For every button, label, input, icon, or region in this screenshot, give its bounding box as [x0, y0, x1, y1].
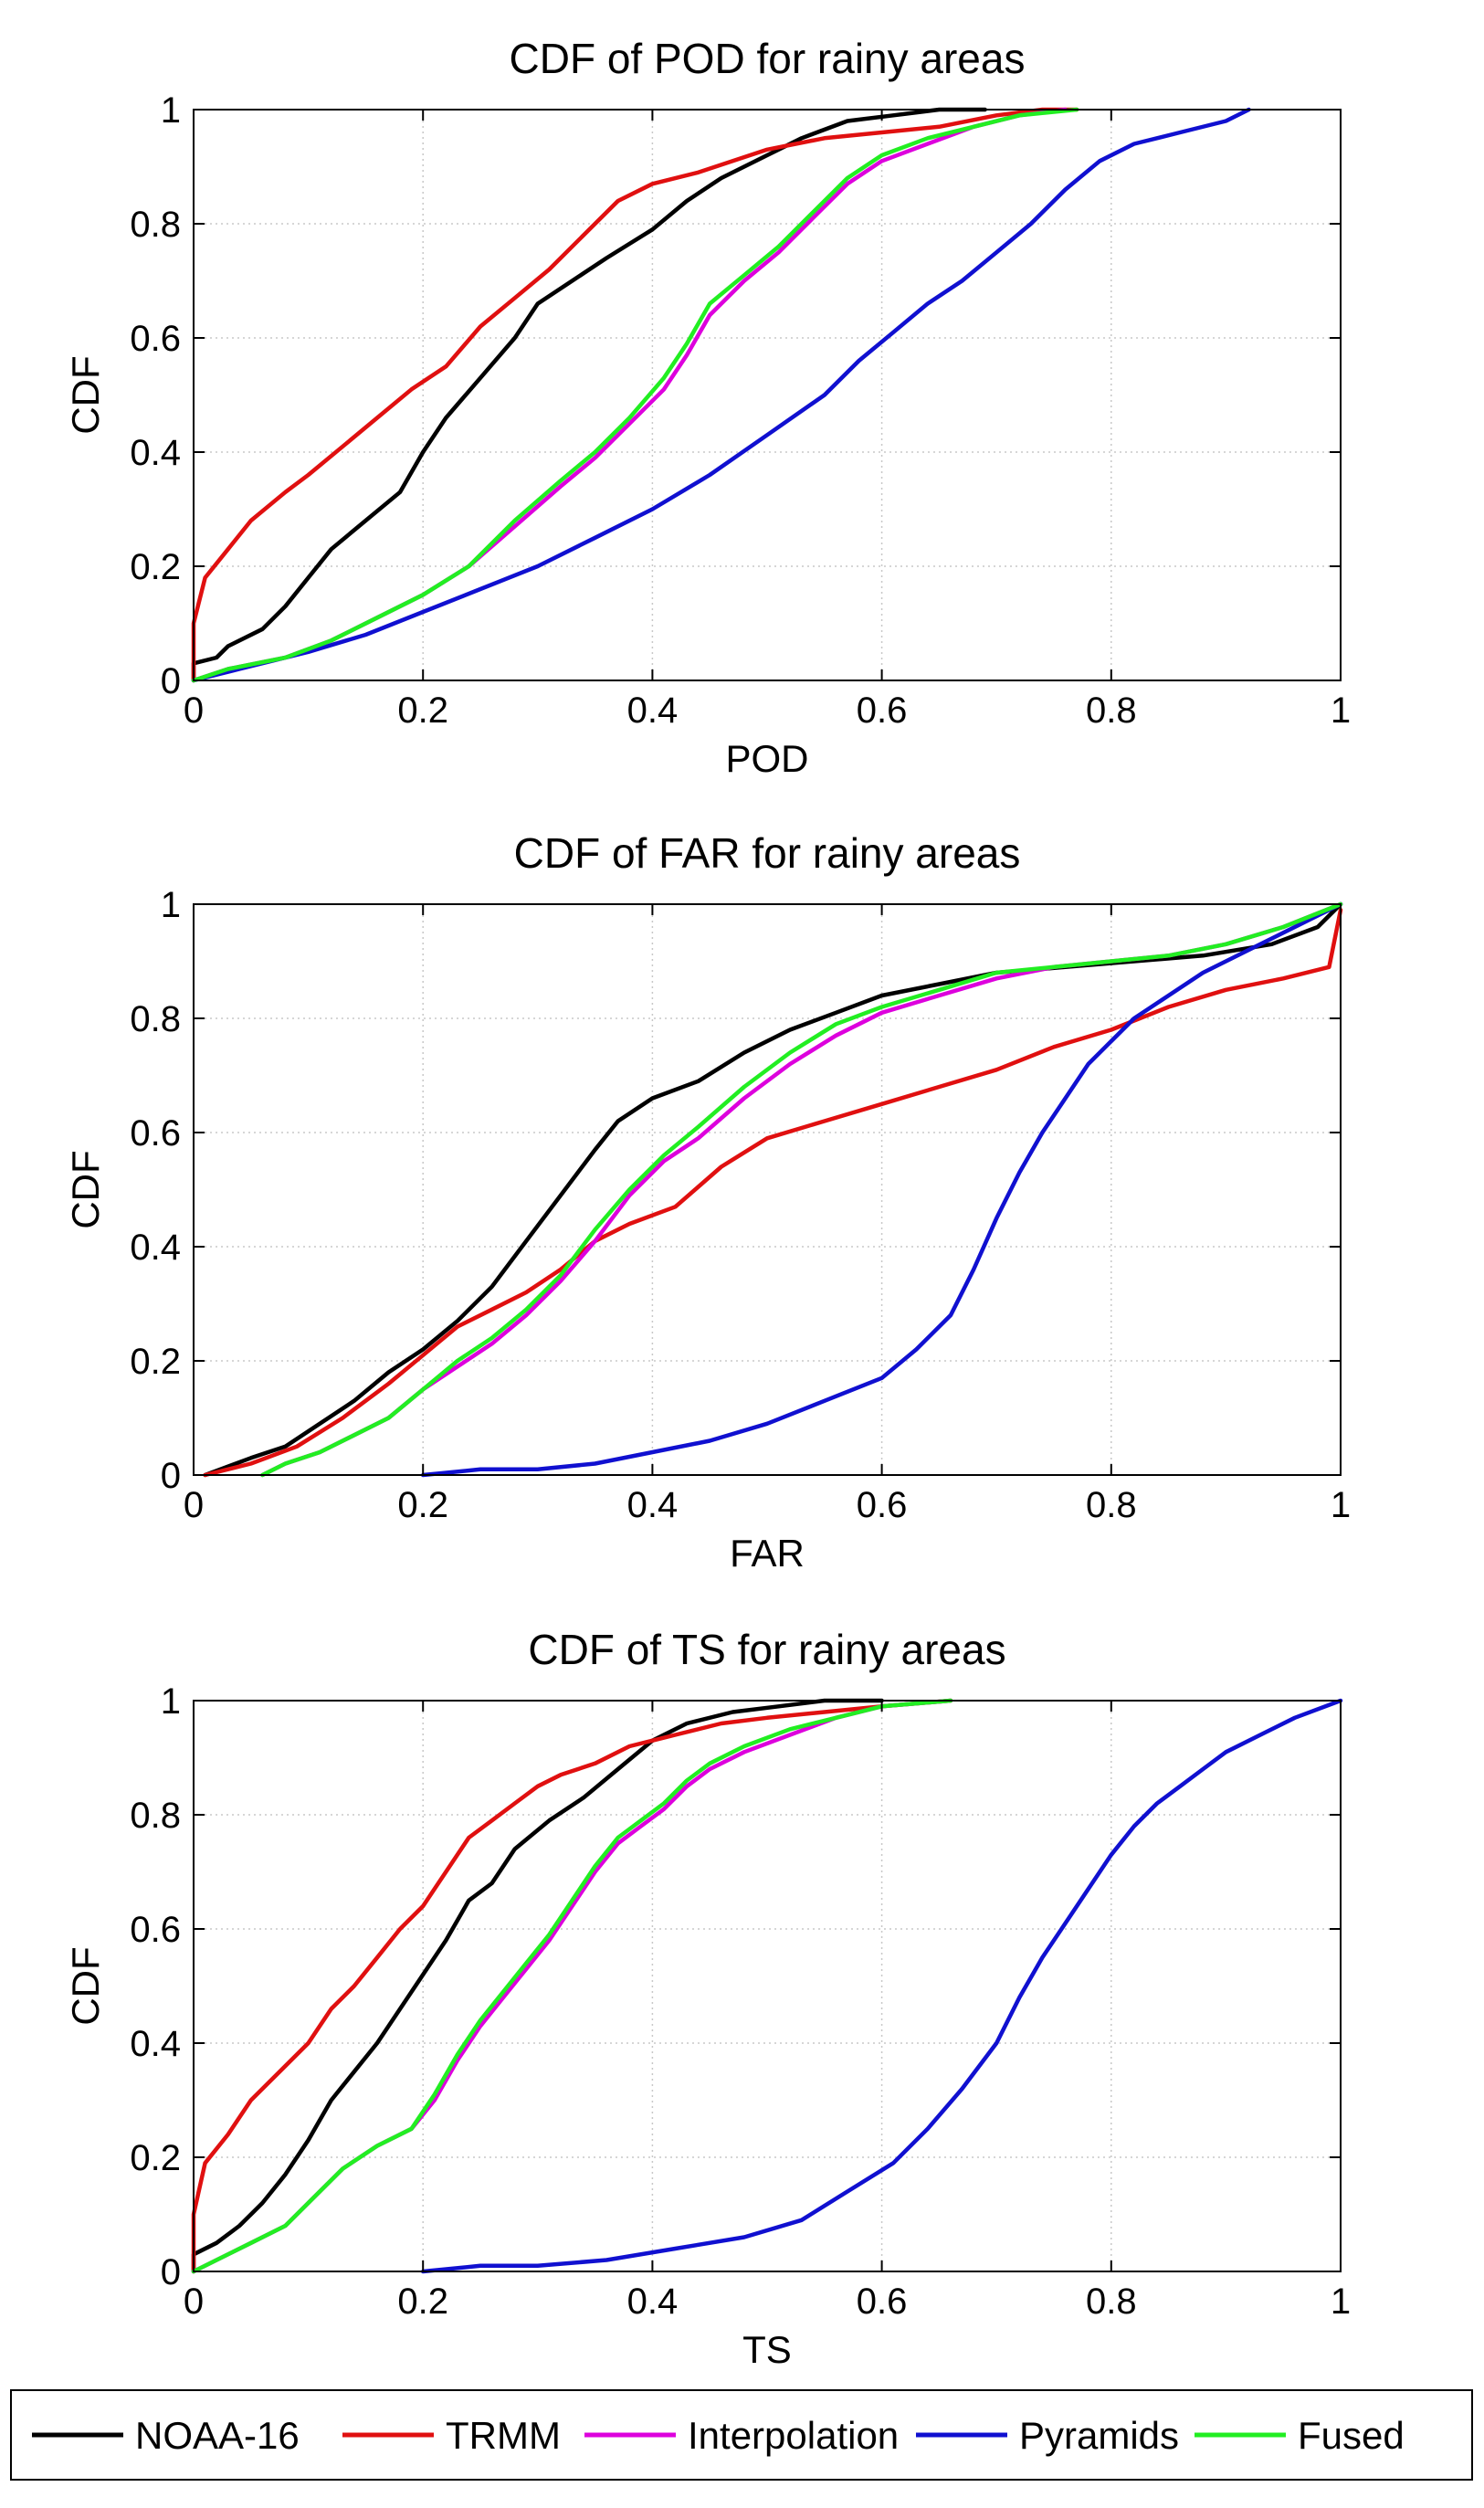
legend-item-trmm: TRMM: [342, 2414, 561, 2457]
x-tick-label: 0.4: [627, 690, 679, 731]
x-axis-label: FAR: [730, 1532, 805, 1575]
y-tick-label: 0.8: [130, 1796, 181, 1836]
x-tick-label: 1: [1331, 1485, 1351, 1525]
y-tick-label: 0.6: [130, 1910, 181, 1950]
legend-item-interpolation: Interpolation: [584, 2414, 899, 2457]
legend-label: Interpolation: [688, 2414, 899, 2457]
x-tick-label: 0.4: [627, 2281, 679, 2322]
legend-label: TRMM: [446, 2414, 561, 2457]
legend-item-noaa-16: NOAA-16: [32, 2414, 300, 2457]
plot-area: [194, 904, 1341, 1475]
y-axis-label: CDF: [64, 1946, 107, 2025]
series-line-noaa-16: [191, 107, 987, 683]
x-tick-label: 0.2: [397, 1485, 448, 1525]
series-line-noaa-16: [191, 1698, 884, 2274]
series-line-fused: [260, 901, 1343, 1478]
y-tick-label: 0.4: [130, 2024, 181, 2064]
axes-box: [193, 903, 1342, 1476]
series-line-trmm: [191, 1698, 953, 2274]
x-tick-label: 0.8: [1086, 690, 1137, 731]
plot-area: [194, 110, 1341, 680]
legend-item-pyramids: Pyramids: [916, 2414, 1179, 2457]
legend-label: Fused: [1298, 2414, 1405, 2457]
chart-1: 0 0.2 0.4 0.6 0.8 1 0 0.2 0.4 0.6 0.8 1 CDF of POD f…: [64, 35, 1351, 780]
legend-item-fused: Fused: [1195, 2414, 1405, 2457]
legend-label: NOAA-16: [135, 2414, 300, 2457]
y-tick-label: 1: [161, 90, 181, 131]
y-tick-label: 0: [161, 2252, 181, 2292]
y-tick-label: 0.2: [130, 2138, 181, 2178]
x-tick-label: 0: [184, 1485, 204, 1525]
series-line-trmm: [203, 908, 1343, 1478]
x-tick-label: 1: [1331, 2281, 1351, 2322]
y-tick-label: 0.2: [130, 547, 181, 587]
y-tick-label: 0.8: [130, 999, 181, 1039]
series-line-fused: [191, 107, 1079, 683]
legend-label: Pyramids: [1019, 2414, 1179, 2457]
y-tick-label: 0.6: [130, 319, 181, 359]
y-tick-label: 0.2: [130, 1342, 181, 1382]
x-tick-label: 0.6: [857, 1485, 908, 1525]
y-tick-label: 0: [161, 661, 181, 701]
y-tick-label: 0.6: [130, 1113, 181, 1154]
chart-title: CDF of FAR for rainy areas: [514, 829, 1021, 877]
y-tick-label: 0.4: [130, 433, 181, 473]
x-tick-label: 0.4: [627, 1485, 679, 1525]
y-tick-label: 0.4: [130, 1228, 181, 1268]
x-tick-label: 0.6: [857, 2281, 908, 2322]
x-tick-label: 0.8: [1086, 2281, 1137, 2322]
x-tick-label: 0.6: [857, 690, 908, 731]
plot-area: [194, 1701, 1341, 2271]
series-line-fused: [191, 1698, 953, 2274]
x-tick-label: 0: [184, 690, 204, 731]
series-line-pyramids: [420, 901, 1343, 1478]
x-tick-label: 0.2: [397, 2281, 448, 2322]
y-tick-label: 0: [161, 1456, 181, 1496]
chart-2: 0 0.2 0.4 0.6 0.8 1 0 0.2 0.4 0.6 0.8 1 CDF of FAR f…: [64, 829, 1351, 1575]
y-tick-label: 1: [161, 1681, 181, 1722]
series-line-pyramids: [420, 1698, 1343, 2274]
x-tick-label: 0.2: [397, 690, 448, 731]
y-axis-label: CDF: [64, 1150, 107, 1228]
series-line-trmm: [191, 107, 1079, 683]
y-tick-label: 0.8: [130, 205, 181, 245]
x-tick-label: 1: [1331, 690, 1351, 731]
chart-3: 0 0.2 0.4 0.6 0.8 1 0 0.2 0.4 0.6 0.8 1 CDF of TS fo…: [64, 1626, 1351, 2371]
x-tick-label: 0: [184, 2281, 204, 2322]
y-tick-label: 1: [161, 885, 181, 925]
series-line-pyramids: [191, 107, 1251, 683]
chart-title: CDF of TS for rainy areas: [528, 1626, 1005, 1673]
chart-title: CDF of POD for rainy areas: [510, 35, 1026, 82]
legend: NOAA-16 TRMM Interpolation Pyramids Fused: [10, 2389, 1473, 2481]
y-axis-label: CDF: [64, 355, 107, 434]
x-axis-label: TS: [742, 2328, 792, 2371]
x-axis-label: POD: [725, 737, 808, 780]
axes-box: [193, 109, 1342, 681]
x-tick-label: 0.8: [1086, 1485, 1137, 1525]
axes-box: [193, 1700, 1342, 2272]
